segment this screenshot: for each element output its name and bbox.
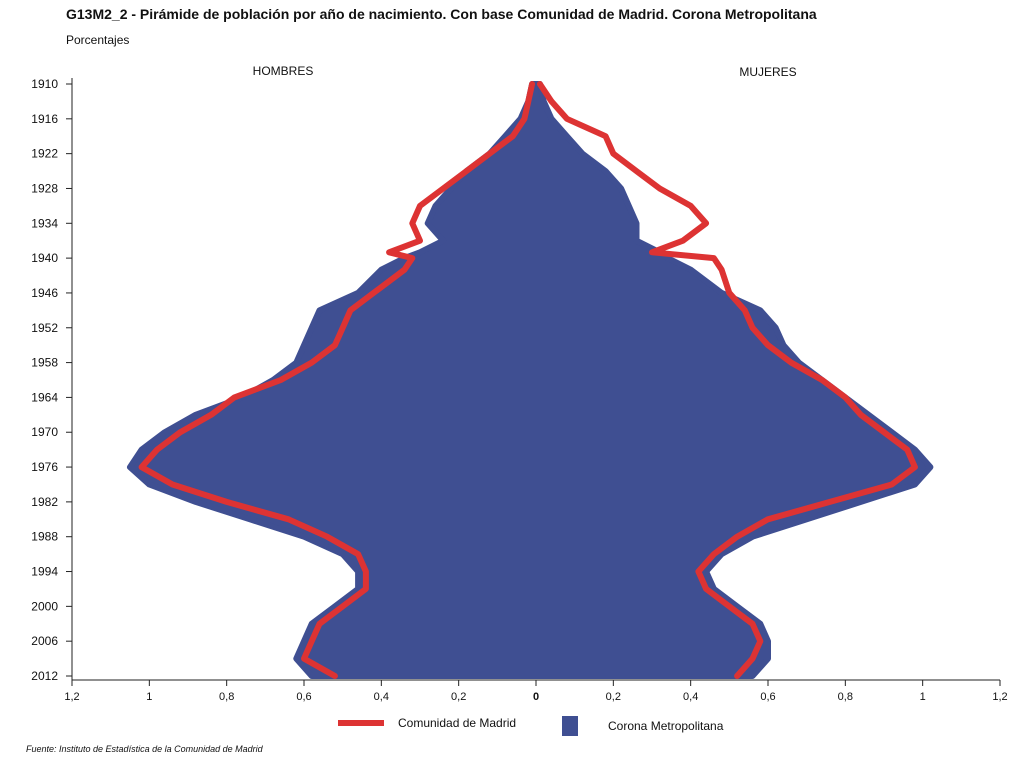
y-tick-label: 1946 [31, 286, 58, 300]
x-tick-label: 0,2 [451, 691, 466, 703]
x-tick-label: 0,6 [296, 691, 311, 703]
y-tick-label: 1916 [31, 112, 58, 126]
y-tick-label: 1964 [31, 390, 58, 404]
x-tick-label: 0,8 [838, 691, 853, 703]
legend: Comunidad de Madrid Corona Metropolitana [0, 716, 1024, 742]
y-tick-label: 1910 [31, 77, 58, 91]
x-tick-label: 0,4 [683, 691, 698, 703]
legend-swatch-corona [562, 716, 578, 736]
x-tick-label: 0,4 [374, 691, 389, 703]
x-tick-label: 1 [146, 691, 152, 703]
y-tick-label: 1940 [31, 251, 58, 265]
legend-label-corona: Corona Metropolitana [608, 719, 724, 733]
madrid-line-mujeres [536, 81, 918, 679]
y-tick-label: 1994 [31, 565, 58, 579]
y-tick-label: 2000 [31, 599, 58, 613]
y-tick-label: 1976 [31, 460, 58, 474]
x-tick-label: 1,2 [64, 691, 79, 703]
x-tick-label: 0,6 [760, 691, 775, 703]
population-pyramid-chart: 1910 1916 1922 1928 1934 1940 1946 1952 1958 1964… [31, 64, 1007, 703]
source-note: Fuente: Instituto de Estadística de la C… [26, 744, 263, 754]
y-tick-label: 1970 [31, 425, 58, 439]
legend-swatch-madrid [338, 720, 384, 726]
legend-item-corona: Corona Metropolitana [562, 716, 723, 736]
x-tick-label: 1,2 [992, 691, 1007, 703]
y-tick-label: 2012 [31, 669, 58, 683]
x-tick-label: 0,8 [219, 691, 234, 703]
legend-item-madrid: Comunidad de Madrid [338, 716, 516, 730]
y-tick-label: 1922 [31, 147, 58, 161]
x-tick-label: 0 [533, 691, 539, 703]
y-tick-label: 1934 [31, 216, 58, 230]
madrid-line-hombres [138, 81, 536, 679]
y-tick-label: 1958 [31, 356, 58, 370]
legend-label-madrid: Comunidad de Madrid [398, 716, 517, 730]
x-tick-label: 1 [920, 691, 926, 703]
y-tick-label: 1988 [31, 530, 58, 544]
chart-title: G13M2_2 - Pirámide de población por año … [66, 6, 817, 22]
y-tick-label: 1952 [31, 321, 58, 335]
y-tick-label: 1982 [31, 495, 58, 509]
x-tick-label: 0,2 [606, 691, 621, 703]
chart-subtitle: Porcentajes [66, 33, 130, 47]
corona-metropolitana-area [127, 81, 934, 679]
y-tick-label: 2006 [31, 634, 58, 648]
y-tick-label: 1928 [31, 181, 58, 195]
side-label-mujeres: MUJERES [739, 65, 796, 79]
side-label-hombres: HOMBRES [253, 64, 314, 78]
